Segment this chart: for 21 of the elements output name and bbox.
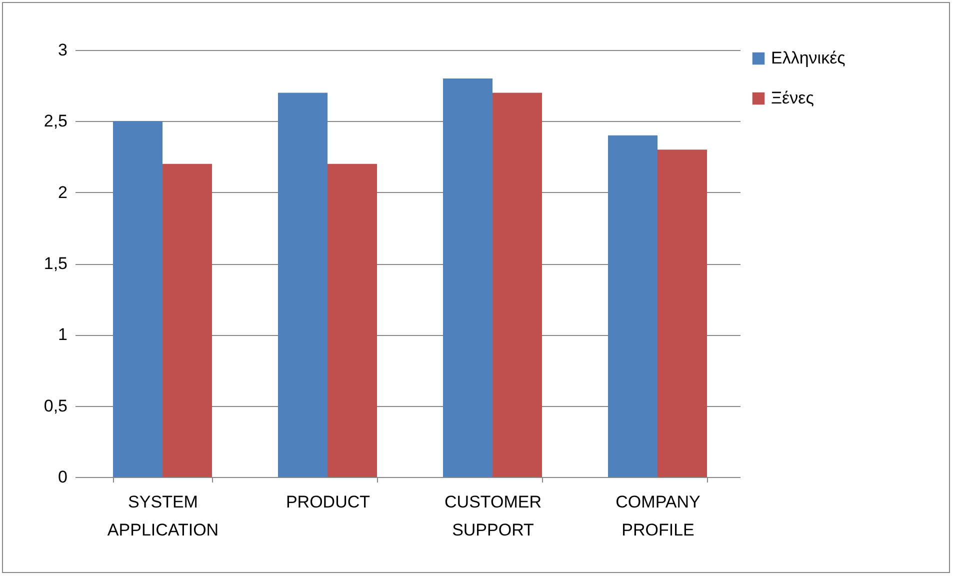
bar <box>608 135 658 477</box>
y-tick-label: 0 <box>58 468 68 486</box>
x-tick-label: CUSTOMER SUPPORT <box>444 492 542 540</box>
bar <box>658 150 707 477</box>
y-tick-label: 2,5 <box>44 112 68 131</box>
x-tick-label: SYSTEM APPLICATION <box>107 492 219 540</box>
legend-label: Ξένες <box>771 88 814 108</box>
y-tick-label: 1,5 <box>44 254 68 273</box>
y-tick-label: 2 <box>58 182 68 202</box>
bar <box>278 92 328 477</box>
legend-label: Ελληνικές <box>771 48 846 68</box>
y-tick-label: 1 <box>58 325 68 344</box>
x-tick-label: PRODUCT <box>286 492 370 512</box>
bar <box>492 92 542 477</box>
x-tick-label: COMPANY PROFILE <box>616 492 700 540</box>
bar <box>443 78 492 477</box>
y-tick-label: 0,5 <box>44 396 68 416</box>
bar <box>162 164 212 477</box>
bar <box>328 164 377 477</box>
y-tick-label: 3 <box>58 40 68 60</box>
bar <box>113 121 162 477</box>
